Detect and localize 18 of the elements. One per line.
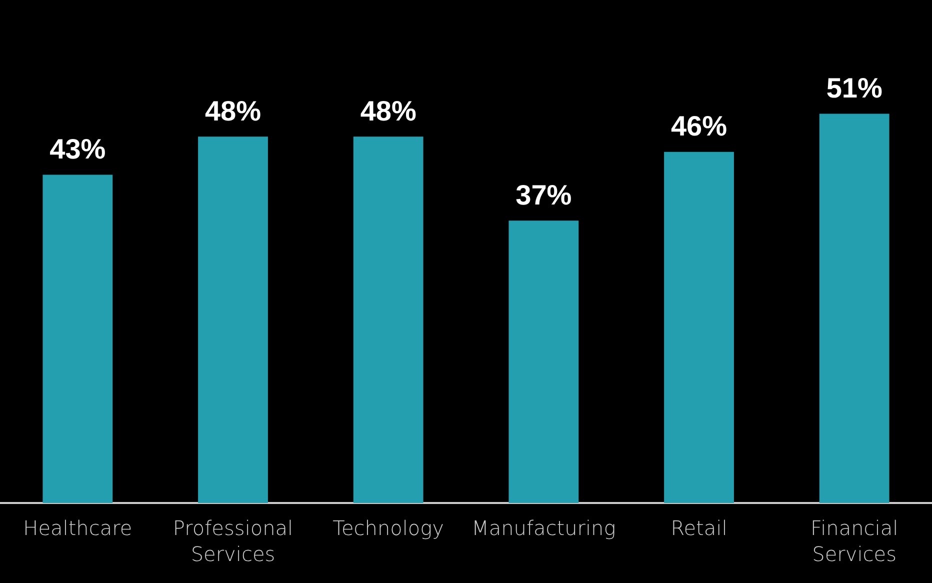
data-label: 48% bbox=[204, 95, 262, 126]
x-tick-label: Professional Services bbox=[172, 516, 294, 566]
x-tick-label: Financial Services bbox=[810, 516, 898, 566]
data-label: 43% bbox=[50, 133, 106, 164]
x-tick-label: Healthcare bbox=[23, 516, 132, 540]
x-tick-label: Retail bbox=[670, 516, 728, 540]
bar bbox=[353, 136, 424, 503]
bar bbox=[42, 174, 113, 503]
bar bbox=[819, 114, 890, 503]
x-tick-label: Manufacturing bbox=[472, 516, 616, 540]
data-label: 48% bbox=[360, 95, 416, 126]
bar bbox=[198, 136, 268, 503]
x-tick-label: Technology bbox=[332, 516, 444, 540]
data-label: 37% bbox=[516, 179, 572, 210]
data-label: 51% bbox=[826, 72, 882, 104]
data-label: 46% bbox=[670, 110, 728, 142]
bar bbox=[508, 220, 579, 503]
bar bbox=[664, 152, 734, 503]
